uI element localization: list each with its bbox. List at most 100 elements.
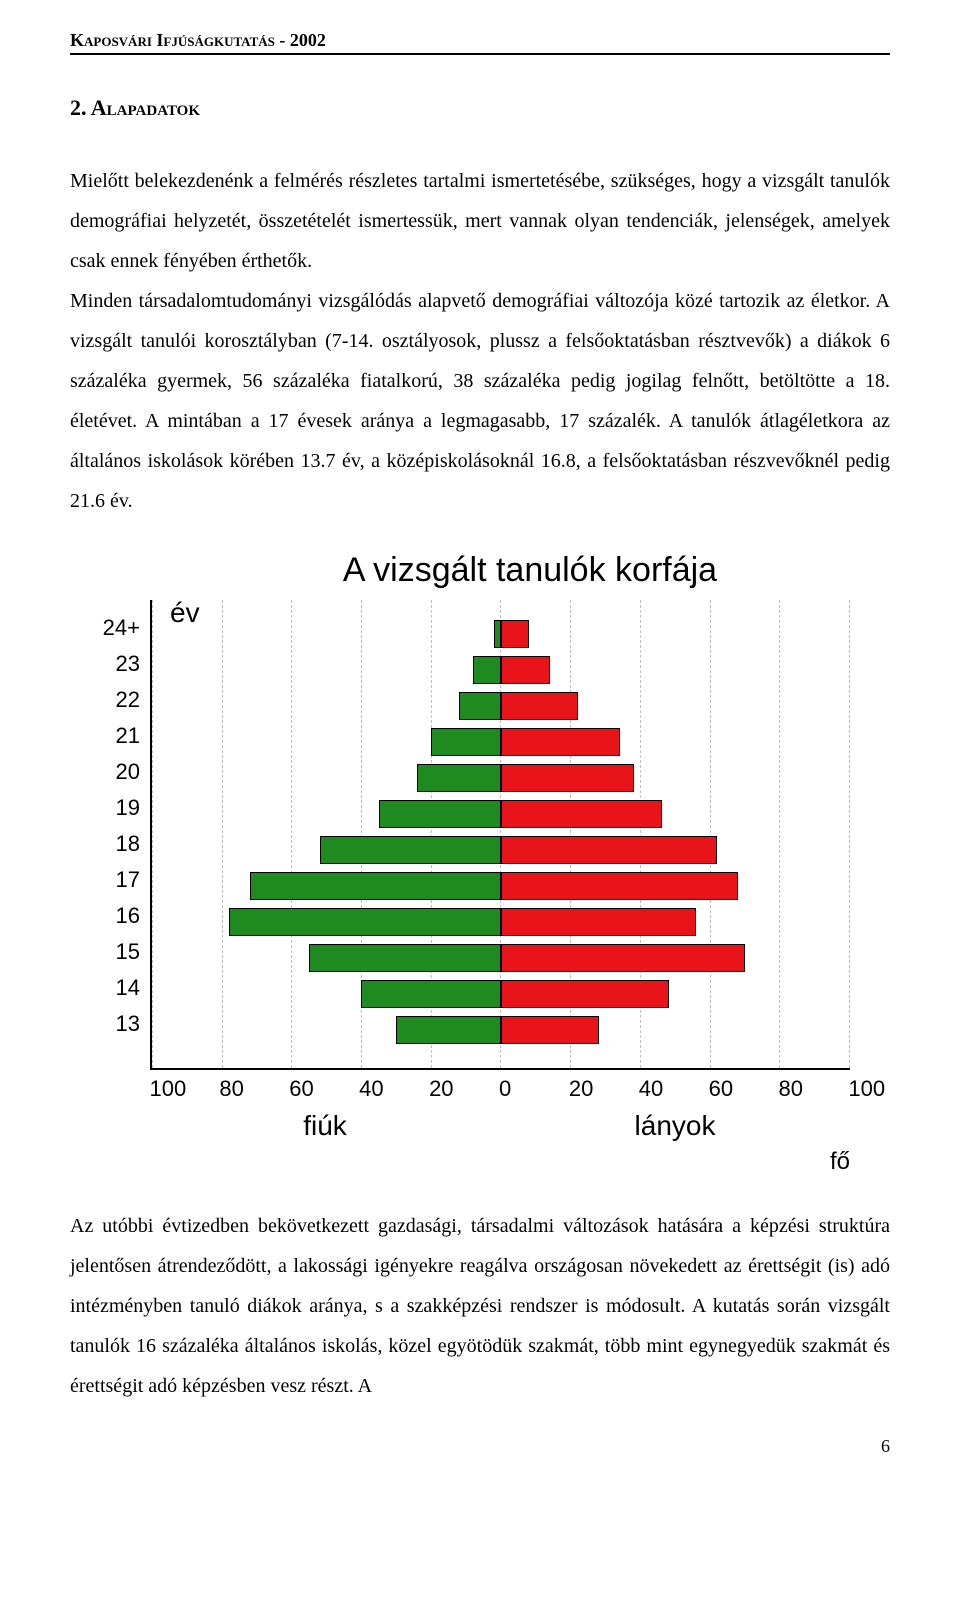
left-series-label: fiúk (150, 1110, 500, 1142)
bar-half-right (501, 692, 850, 728)
bar-row (152, 872, 850, 908)
bar-row (152, 656, 850, 692)
bar-left (417, 764, 501, 792)
bar-half-left (152, 728, 501, 764)
paragraph-2: Minden társadalomtudományi vizsgálódás a… (70, 290, 890, 512)
bar-left (379, 800, 501, 828)
bar-half-left (152, 764, 501, 800)
x-tick-label: 60 (289, 1076, 290, 1102)
bar-row (152, 980, 850, 1016)
y-tick-label: 13 (90, 1006, 140, 1042)
page: Kaposvári Ifjúságkutatás - 2002 2. Alapa… (0, 0, 960, 1497)
y-tick-label: 16 (90, 898, 140, 934)
x-tick-label: 100 (150, 1076, 151, 1102)
bar-half-right (501, 980, 850, 1016)
bar-row (152, 908, 850, 944)
bar-row (152, 728, 850, 764)
bar-row (152, 944, 850, 980)
y-tick-label: 17 (90, 862, 140, 898)
paragraph-block-1: Mielőtt belekezdenénk a felmérés részlet… (70, 161, 890, 521)
bar-half-right (501, 836, 850, 872)
bar-right (501, 1016, 599, 1044)
x-tick-label: 20 (429, 1076, 430, 1102)
y-tick-label: 24+ (90, 610, 140, 646)
bar-right (501, 836, 717, 864)
y-axis: 24+2322212019181716151413 (90, 600, 150, 1042)
y-tick-label: 18 (90, 826, 140, 862)
bar-right (501, 728, 620, 756)
bar-right (501, 908, 696, 936)
bar-half-left (152, 980, 501, 1016)
y-tick-label: 19 (90, 790, 140, 826)
paragraph-3: Az utóbbi évtizedben bekövetkezett gazda… (70, 1215, 890, 1397)
bar-left (309, 944, 501, 972)
bar-half-left (152, 800, 501, 836)
y-tick-label: 15 (90, 934, 140, 970)
plot-area (150, 600, 850, 1070)
bar-left (431, 728, 501, 756)
bar-right (501, 944, 745, 972)
x-axis-unit: fő (90, 1148, 850, 1176)
x-tick-label: 40 (359, 1076, 360, 1102)
plot-row: 24+2322212019181716151413 (90, 600, 870, 1070)
bar-left (494, 620, 501, 648)
bar-half-right (501, 728, 850, 764)
x-axis: 100 80 60 40 20 0 20 40 60 80 100 (150, 1076, 850, 1102)
bar-left (320, 836, 501, 864)
bar-half-left (152, 836, 501, 872)
x-tick-label: 0 (499, 1076, 500, 1102)
bar-left (459, 692, 501, 720)
bar-half-right (501, 620, 850, 656)
bar-right (501, 980, 669, 1008)
bar-row (152, 692, 850, 728)
bar-left (361, 980, 501, 1008)
x-tick-label: 80 (219, 1076, 220, 1102)
bar-right (501, 692, 578, 720)
bar-half-right (501, 1016, 850, 1052)
bar-half-left (152, 1016, 501, 1052)
bar-right (501, 800, 662, 828)
bar-half-right (501, 764, 850, 800)
paragraph-1: Mielőtt belekezdenénk a felmérés részlet… (70, 170, 890, 272)
bar-left (473, 656, 501, 684)
chart-title: A vizsgált tanulók korfája (190, 551, 870, 590)
y-tick-label: 14 (90, 970, 140, 1006)
x-tick-label: 100 (848, 1076, 849, 1102)
right-series-label: lányok (500, 1110, 850, 1142)
bar-half-left (152, 620, 501, 656)
side-labels: fiúk lányok (150, 1110, 850, 1142)
bar-half-left (152, 656, 501, 692)
bar-left (396, 1016, 501, 1044)
page-number: 6 (70, 1436, 890, 1457)
running-header: Kaposvári Ifjúságkutatás - 2002 (70, 30, 890, 55)
bar-half-right (501, 656, 850, 692)
y-tick-label: 20 (90, 754, 140, 790)
x-tick-label: 60 (709, 1076, 710, 1102)
bar-left (229, 908, 501, 936)
bar-half-left (152, 872, 501, 908)
bar-half-right (501, 944, 850, 980)
bar-right (501, 656, 550, 684)
bar-left (250, 872, 501, 900)
x-tick-label: 80 (779, 1076, 780, 1102)
section-title: 2. Alapadatok (70, 95, 890, 121)
paragraph-block-2: Az utóbbi évtizedben bekövetkezett gazda… (70, 1206, 890, 1406)
bar-right (501, 872, 738, 900)
bar-row (152, 1016, 850, 1052)
bar-row (152, 764, 850, 800)
population-pyramid-chart: A vizsgált tanulók korfája év 24+2322212… (90, 551, 870, 1176)
x-tick-label: 40 (639, 1076, 640, 1102)
y-tick-label: 23 (90, 646, 140, 682)
bar-right (501, 764, 634, 792)
bar-row (152, 620, 850, 656)
y-tick-label: 22 (90, 682, 140, 718)
bar-half-right (501, 872, 850, 908)
x-tick-label: 20 (569, 1076, 570, 1102)
bar-half-left (152, 944, 501, 980)
bar-half-left (152, 692, 501, 728)
bar-half-right (501, 908, 850, 944)
bar-half-left (152, 908, 501, 944)
y-tick-label: 21 (90, 718, 140, 754)
bar-row (152, 836, 850, 872)
bar-half-right (501, 800, 850, 836)
